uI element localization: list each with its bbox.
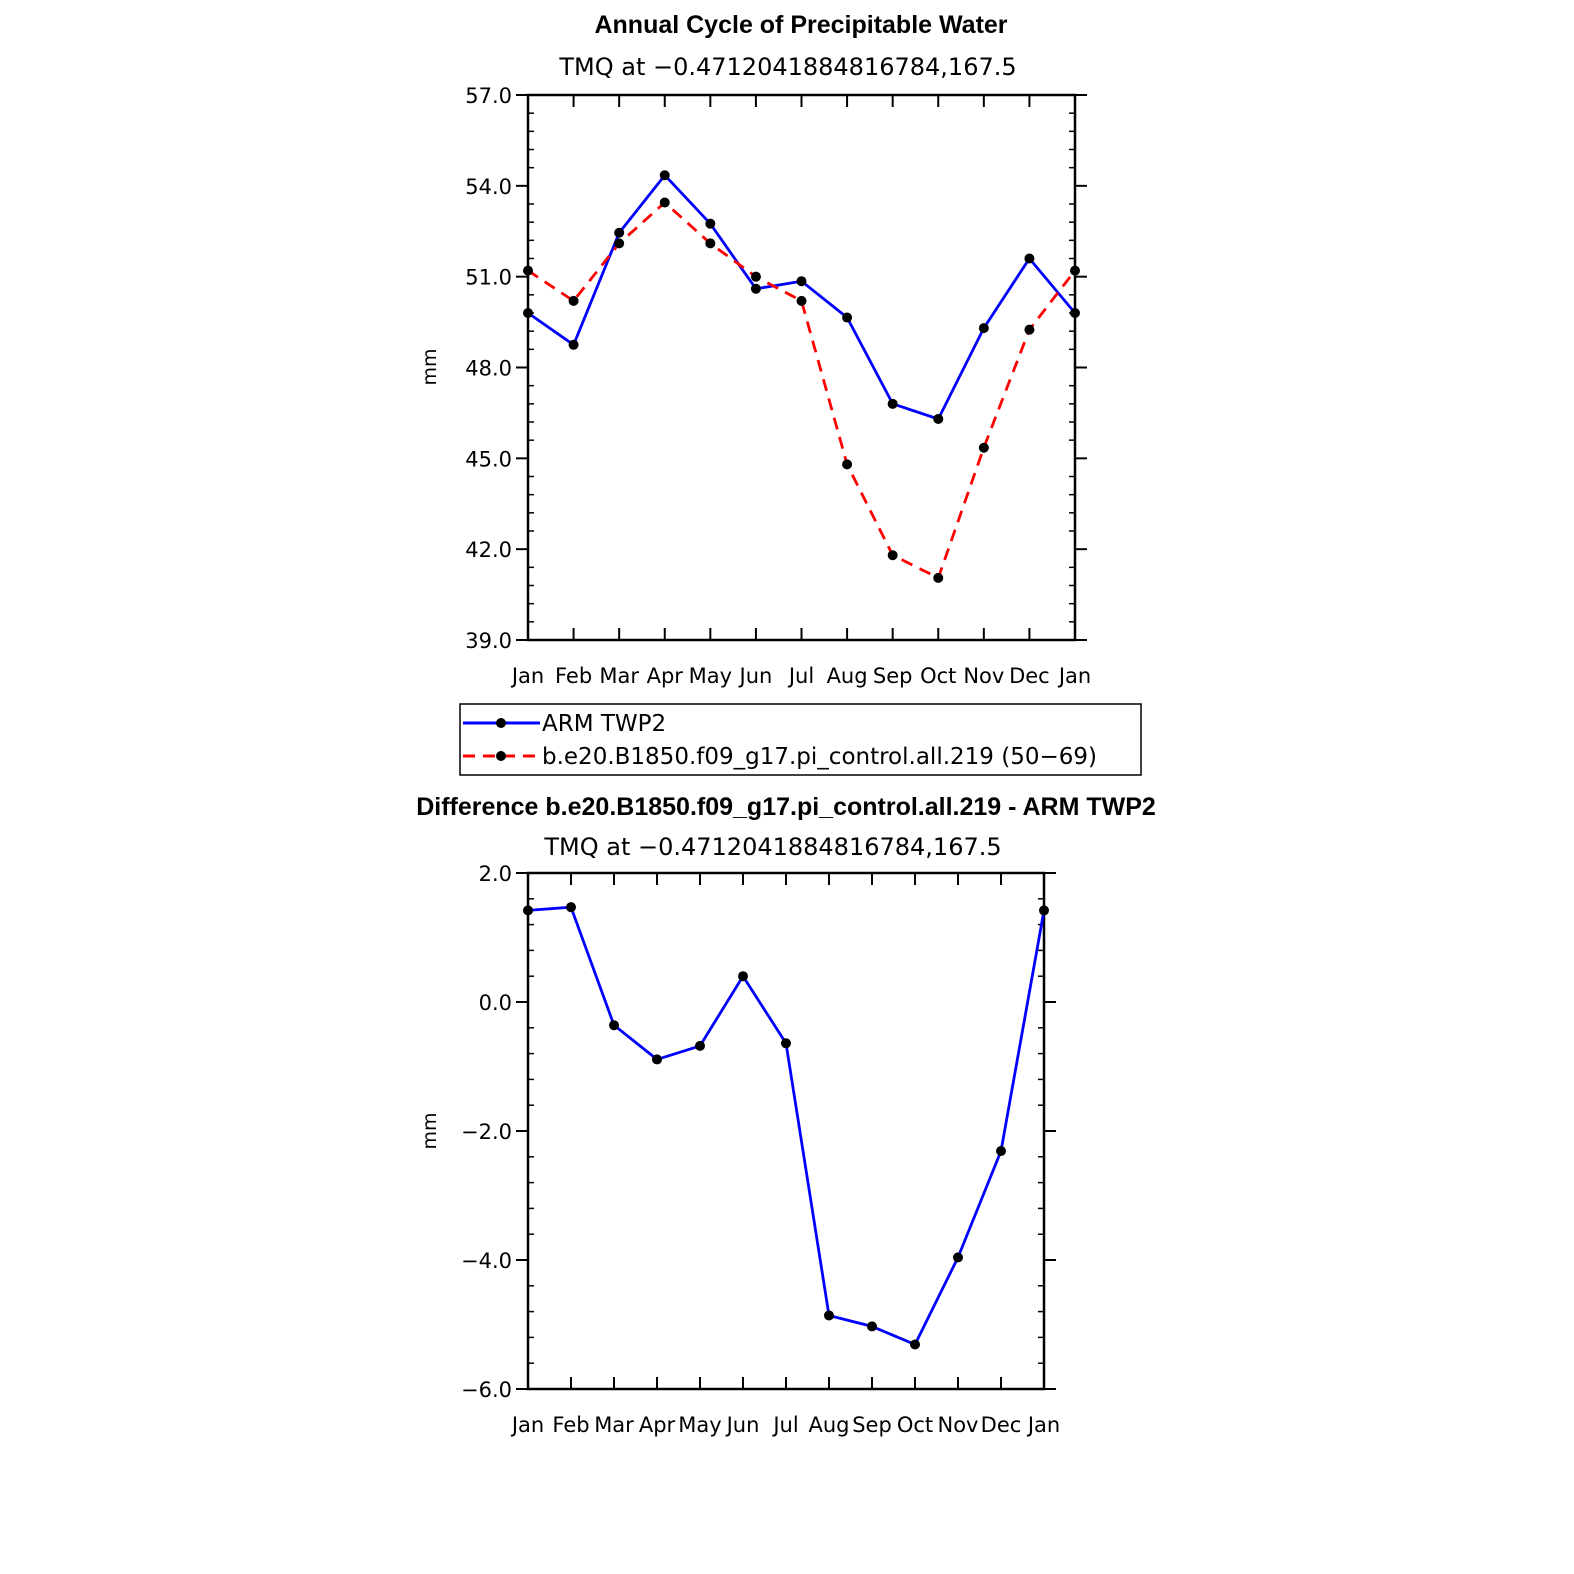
chart2-xtick-label: Dec bbox=[981, 1413, 1022, 1437]
chart1-ytick-label: 42.0 bbox=[465, 538, 512, 562]
chart1-series-0-point bbox=[523, 308, 533, 318]
chart2-xtick-label: Jan bbox=[1026, 1413, 1060, 1437]
chart2-series-0-point bbox=[738, 971, 748, 982]
chart1-series-1-point bbox=[614, 238, 625, 249]
chart2-series-0-point bbox=[566, 902, 576, 913]
chart2-ytick-label: −6.0 bbox=[461, 1378, 512, 1402]
chart1-series-1-point bbox=[568, 295, 579, 306]
chart1-series-0-point bbox=[614, 227, 625, 238]
legend-box bbox=[459, 703, 1142, 776]
chart1-series-1-point bbox=[705, 238, 716, 249]
chart1-xtick-label: Dec bbox=[1009, 664, 1050, 688]
chart2-xtick-label: Mar bbox=[594, 1413, 634, 1437]
chart2-xtick-label: Apr bbox=[639, 1413, 676, 1437]
chart1-series-1-point bbox=[1070, 265, 1080, 276]
chart1-xtick-label: Aug bbox=[827, 664, 868, 688]
chart1-ytick-label: 57.0 bbox=[465, 84, 512, 108]
chart1-xtick-label: Feb bbox=[555, 664, 592, 688]
chart1-xtick-label: Jan bbox=[510, 664, 544, 688]
chart2-series-0-point bbox=[652, 1054, 662, 1065]
chart2-series-0-point bbox=[910, 1339, 920, 1350]
chart1-series-1-point bbox=[978, 442, 989, 453]
chart2-ylabel: mm bbox=[419, 1112, 441, 1149]
legend: ARM TWP2 b.e20.B1850.f09_g17.pi_control.… bbox=[459, 703, 1142, 776]
chart1-series-1-point bbox=[659, 197, 670, 208]
chart1-xtick-label: Jul bbox=[787, 664, 814, 688]
chart1-series-1-point bbox=[887, 550, 898, 561]
chart2-xtick-label: Jul bbox=[771, 1413, 798, 1437]
chart1-series-1-point bbox=[842, 459, 853, 470]
chart1-xtick-label: Nov bbox=[963, 664, 1004, 688]
chart2-series-0-point bbox=[695, 1040, 705, 1051]
chart1-series-1-point bbox=[1024, 324, 1035, 335]
chart2-ytick-label: −4.0 bbox=[461, 1249, 512, 1273]
chart1-series-0-point bbox=[887, 398, 898, 409]
chart1-xtick-label: Apr bbox=[647, 664, 684, 688]
legend-label-arm-twp2: ARM TWP2 bbox=[542, 711, 666, 737]
chart2-ytick-label: −2.0 bbox=[461, 1120, 512, 1144]
chart1-ylabel: mm bbox=[419, 348, 441, 385]
chart1-xtick-label: Sep bbox=[873, 664, 913, 688]
chart2-ytick-label: 0.0 bbox=[479, 991, 512, 1015]
chart2-series-0-point bbox=[867, 1321, 877, 1332]
chart1-ytick-label: 39.0 bbox=[465, 629, 512, 653]
chart1-ytick-label: 54.0 bbox=[465, 175, 512, 199]
chart2-series-0-point bbox=[996, 1145, 1006, 1156]
chart2-xtick-label: Jun bbox=[725, 1413, 760, 1437]
chart2-series-0-point bbox=[953, 1252, 963, 1263]
chart2-series-0-point bbox=[523, 905, 533, 916]
chart1-ytick-label: 48.0 bbox=[465, 357, 512, 381]
chart1-frame bbox=[526, 93, 1077, 642]
chart2-plot: −6.0 −4.0 −2.0 0.0 2.0 Jan Feb Mar Apr May Jun Jul A… bbox=[461, 862, 1060, 1437]
chart1-ytick-label: 45.0 bbox=[465, 447, 512, 471]
chart1-ytick-label: 51.0 bbox=[465, 266, 512, 290]
chart2-xtick-label: Nov bbox=[938, 1413, 979, 1437]
chart1-series-1-point bbox=[933, 572, 944, 583]
chart1-series-1-point bbox=[523, 265, 533, 276]
chart1-series-0-point bbox=[568, 339, 579, 350]
chart1-xtick-label: Jan bbox=[1057, 664, 1091, 688]
chart1-series-0-point bbox=[1024, 253, 1035, 264]
chart1-subtitle: TMQ at −0.4712041884816784,167.5 bbox=[558, 53, 1016, 81]
chart2-xtick-label: Aug bbox=[808, 1413, 849, 1437]
chart1-series-0-point bbox=[933, 413, 944, 424]
chart1-series-0-point bbox=[750, 283, 761, 294]
chart2-subtitle: TMQ at −0.4712041884816784,167.5 bbox=[543, 833, 1001, 861]
chart2-title: Difference b.e20.B1850.f09_g17.pi_contro… bbox=[416, 793, 1156, 821]
chart2-xtick-label: Feb bbox=[552, 1413, 589, 1437]
chart2-series-0-point bbox=[1039, 905, 1049, 916]
chart1-series-0-point bbox=[796, 276, 807, 287]
chart2-xtick-label: Sep bbox=[852, 1413, 892, 1437]
chart2-frame bbox=[526, 871, 1046, 1391]
chart1-series-0-point bbox=[1070, 308, 1080, 318]
chart1-xtick-label: May bbox=[689, 664, 732, 688]
chart1-xtick-label: Oct bbox=[920, 664, 956, 688]
chart2-ytick-label: 2.0 bbox=[479, 862, 512, 886]
chart1-xtick-label: Mar bbox=[599, 664, 639, 688]
chart2-xtick-label: May bbox=[678, 1413, 721, 1437]
chart1-series-1-point bbox=[796, 295, 807, 306]
chart1-series-0-point bbox=[842, 312, 853, 323]
legend-marker-arm-twp2 bbox=[496, 718, 506, 728]
chart2-series-0-line bbox=[527, 905, 1046, 1346]
chart2-series-0-point bbox=[609, 1020, 619, 1031]
chart1-title: Annual Cycle of Precipitable Water bbox=[594, 11, 1007, 39]
chart1-xtick-label: Jun bbox=[738, 664, 773, 688]
chart1-plot: 39.0 42.0 45.0 48.0 51.0 54.0 57.0 Jan Feb Mar Apr… bbox=[465, 84, 1091, 688]
chart2-xtick-label: Jan bbox=[510, 1413, 544, 1437]
chart2-series-0-point bbox=[781, 1038, 791, 1049]
chart2-series-0-point bbox=[824, 1310, 834, 1321]
legend-label-model: b.e20.B1850.f09_g17.pi_control.all.219 (… bbox=[542, 744, 1097, 770]
chart2-xtick-label: Oct bbox=[897, 1413, 933, 1437]
chart1-series-0-point bbox=[978, 323, 989, 334]
chart1-series-0-point bbox=[659, 170, 670, 181]
chart1-series-0-point bbox=[705, 218, 716, 229]
legend-marker-model bbox=[496, 751, 506, 761]
chart1-series-1-point bbox=[750, 271, 761, 282]
